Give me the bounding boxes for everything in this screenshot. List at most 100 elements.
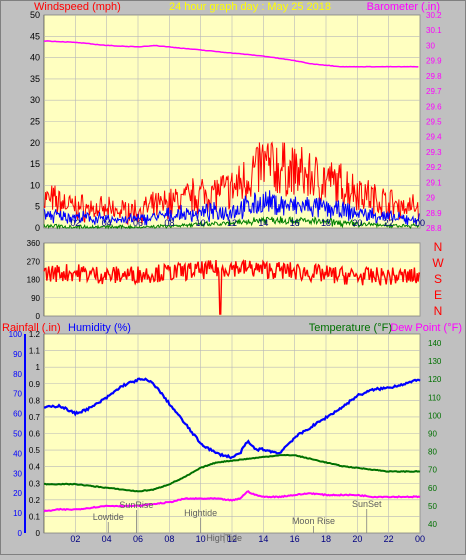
temperature-y-tick-label: 40	[428, 520, 437, 529]
wind-series-line	[43, 215, 420, 230]
compass-label: N	[434, 240, 443, 254]
x-tick-label: 02	[70, 534, 80, 544]
x-tick-label: 08	[164, 218, 174, 228]
wind-y-tick-label: 0	[35, 223, 40, 233]
wind-series-line	[43, 141, 420, 226]
direction-y-tick-label: 360	[27, 239, 41, 248]
temperature-y-tick-label: 90	[428, 430, 437, 439]
temperature-y-tick-label: 140	[428, 339, 442, 348]
temperature-line	[44, 453, 421, 493]
wind-y-tick-label: 35	[30, 74, 40, 84]
wind-y-tick-label: 20	[30, 138, 40, 148]
temperature-y-tick-label: 60	[428, 484, 437, 493]
humidity-y-tick-label: 50	[13, 430, 22, 439]
wind-y-tick-label: 40	[30, 53, 40, 63]
barometer-y-tick-label: 29.8	[426, 72, 442, 81]
barometer-axis-title: Barometer (.in)	[367, 1, 440, 13]
temperature-y-tick-label: 70	[428, 466, 437, 475]
humidity-y-tick-label: 60	[13, 410, 22, 419]
humidity-y-tick-label: 10	[13, 509, 22, 518]
rain-y-tick-label: 0.4	[29, 463, 41, 472]
rain-y-tick-label: 0	[36, 529, 41, 538]
temperature-y-tick-label: 80	[428, 448, 437, 457]
annotation-label: Lowtide	[93, 512, 124, 522]
direction-y-tick-label: 180	[27, 276, 41, 285]
wind-y-tick-label: 30	[30, 95, 40, 105]
barometer-y-tick-label: 29.5	[426, 118, 442, 127]
temperature-y-tick-label: 110	[428, 393, 441, 402]
x-tick-label: 10	[196, 218, 206, 228]
direction-y-tick-label: 0	[36, 312, 41, 321]
wind-y-tick-label: 15	[30, 159, 40, 169]
barometer-y-tick-label: 30.2	[426, 11, 442, 20]
compass-label: S	[434, 272, 442, 286]
x-tick-label: 12	[227, 218, 237, 228]
rain-y-tick-label: 0.7	[29, 413, 41, 422]
compass-label: N	[434, 304, 443, 318]
rain-y-tick-label: 0.8	[29, 396, 41, 405]
humidity-y-tick-label: 30	[13, 469, 22, 478]
annotation-label: Hightide	[184, 508, 217, 518]
direction-y-tick-label: 270	[27, 257, 41, 266]
rain-y-tick-label: 0.5	[29, 446, 41, 455]
barometer-y-tick-label: 29.4	[426, 133, 442, 142]
humidity-y-tick-label: 70	[13, 390, 22, 399]
humidity-y-tick-label: 100	[9, 330, 23, 339]
barometer-y-tick-label: 29	[426, 194, 435, 203]
compass-label: E	[434, 288, 442, 302]
annotation-label: Moon Rise	[292, 516, 335, 526]
wind-y-tick-label: 45	[30, 31, 40, 41]
x-tick-label: 14	[258, 218, 268, 228]
temperature-y-tick-label: 50	[428, 502, 437, 511]
rain-y-tick-label: 0.1	[29, 512, 41, 521]
barometer-y-tick-label: 30.1	[426, 26, 442, 35]
barometer-y-tick-label: 28.9	[426, 209, 442, 218]
wind-y-tick-label: 25	[30, 117, 40, 127]
x-tick-label: 04	[102, 534, 112, 544]
humidity-y-tick-label: 80	[13, 370, 22, 379]
wind-series-line	[43, 190, 420, 226]
x-tick-label: 18	[321, 218, 331, 228]
temperature-y-tick-label: 100	[428, 411, 442, 420]
x-tick-label: 06	[133, 534, 143, 544]
rain-y-tick-label: 1.1	[29, 347, 41, 356]
barometer-y-tick-label: 29.3	[426, 148, 442, 157]
temperature-axis-title: Temperature (°F)	[309, 322, 392, 334]
barometer-y-tick-label: 30	[426, 41, 435, 50]
wind-y-tick-label: 10	[30, 180, 40, 190]
rain-y-tick-label: 0.2	[29, 496, 41, 505]
x-tick-label: 02	[70, 218, 80, 228]
windspeed-axis-title: Windspeed (mph)	[34, 1, 121, 13]
x-tick-label: 22	[384, 534, 394, 544]
wind-direction-line	[43, 259, 421, 315]
humidity-line	[43, 377, 421, 460]
x-tick-label: 16	[290, 218, 300, 228]
x-tick-label: 14	[258, 534, 268, 544]
barometer-y-tick-label: 29.2	[426, 163, 442, 172]
wind-y-tick-label: 5	[35, 202, 40, 212]
x-tick-label: 20	[352, 218, 362, 228]
x-tick-label: 06	[133, 218, 143, 228]
compass-label: W	[432, 256, 444, 270]
humidity-y-tick-label: 90	[13, 350, 22, 359]
barometer-y-tick-label: 29.1	[426, 178, 442, 187]
dewpoint-line	[43, 490, 421, 513]
rain-y-tick-label: 1.2	[29, 330, 41, 339]
temperature-y-tick-label: 120	[428, 375, 442, 384]
x-tick-label: 20	[352, 534, 362, 544]
barometer-y-tick-label: 29.9	[426, 57, 442, 66]
barometer-y-tick-label: 29.7	[426, 87, 442, 96]
barometer-y-tick-label: 29.6	[426, 102, 442, 111]
annotation-label: HighTide	[206, 533, 242, 543]
rain-y-tick-label: 0.3	[29, 479, 41, 488]
x-tick-label: 16	[290, 534, 300, 544]
dewpoint-axis-title: Dew Point (°F)	[390, 322, 462, 334]
x-tick-label: 04	[102, 218, 112, 228]
rain-y-tick-label: 0.6	[29, 430, 41, 439]
x-tick-label: 00	[415, 218, 425, 228]
x-tick-label: 18	[321, 534, 331, 544]
rainfall-axis-title: Rainfall (.in)	[2, 322, 61, 334]
graph-title: 24 hour graph day : May 25 2018	[169, 1, 331, 13]
